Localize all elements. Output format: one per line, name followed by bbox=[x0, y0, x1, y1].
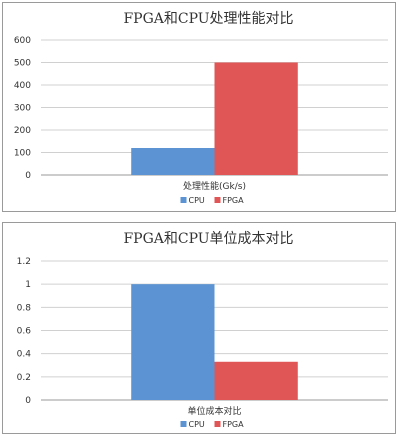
performance-chart: FPGA和CPU处理性能对比 0 100 200 300 400 500 600 处理性能(Gk… bbox=[14, 11, 388, 205]
y-tick-label: 500 bbox=[14, 59, 31, 69]
chart-title: FPGA和CPU单位成本对比 bbox=[123, 231, 293, 247]
y-tick-label: 400 bbox=[14, 81, 31, 91]
bar-cpu bbox=[131, 284, 215, 400]
legend-swatch-cpu bbox=[180, 197, 187, 203]
bar-fpga bbox=[214, 361, 298, 400]
cost-chart-panel: FPGA和CPU单位成本对比 0 0.2 0.4 0.6 0.8 1 1.2 单位成本对比 CPU… bbox=[2, 222, 396, 434]
bar-cpu bbox=[131, 148, 215, 175]
cost-chart: FPGA和CPU单位成本对比 0 0.2 0.4 0.6 0.8 1 1.2 单位成本对比 CPU… bbox=[17, 231, 388, 429]
y-tick-label: 0 bbox=[25, 171, 31, 181]
y-tick-label: 0 bbox=[25, 396, 31, 406]
y-tick-label: 200 bbox=[14, 126, 31, 136]
y-tick-label: 300 bbox=[14, 104, 31, 114]
legend-swatch-fpga bbox=[214, 421, 221, 427]
y-tick-label: 0.6 bbox=[17, 327, 32, 337]
performance-chart-panel: FPGA和CPU处理性能对比 0 100 200 300 400 500 600 处理性能(Gk… bbox=[2, 2, 396, 212]
bar-fpga bbox=[214, 62, 298, 175]
legend-label-fpga: FPGA bbox=[223, 196, 245, 205]
y-tick-label: 0.2 bbox=[17, 373, 31, 383]
y-tick-label: 1 bbox=[25, 280, 31, 290]
y-tick-label: 0.8 bbox=[17, 303, 32, 313]
legend-swatch-cpu bbox=[180, 421, 187, 427]
x-category-label: 单位成本对比 bbox=[187, 405, 241, 417]
legend-label-cpu: CPU bbox=[189, 420, 205, 429]
legend-swatch-fpga bbox=[214, 197, 221, 203]
x-category-label: 处理性能(Gk/s) bbox=[183, 180, 246, 192]
y-tick-label: 1.2 bbox=[17, 257, 31, 267]
chart-title: FPGA和CPU处理性能对比 bbox=[123, 11, 293, 27]
y-tick-label: 600 bbox=[14, 36, 31, 46]
legend-label-cpu: CPU bbox=[189, 196, 205, 205]
y-tick-label: 0.4 bbox=[17, 350, 32, 360]
y-tick-label: 100 bbox=[14, 149, 31, 159]
legend-label-fpga: FPGA bbox=[223, 420, 245, 429]
